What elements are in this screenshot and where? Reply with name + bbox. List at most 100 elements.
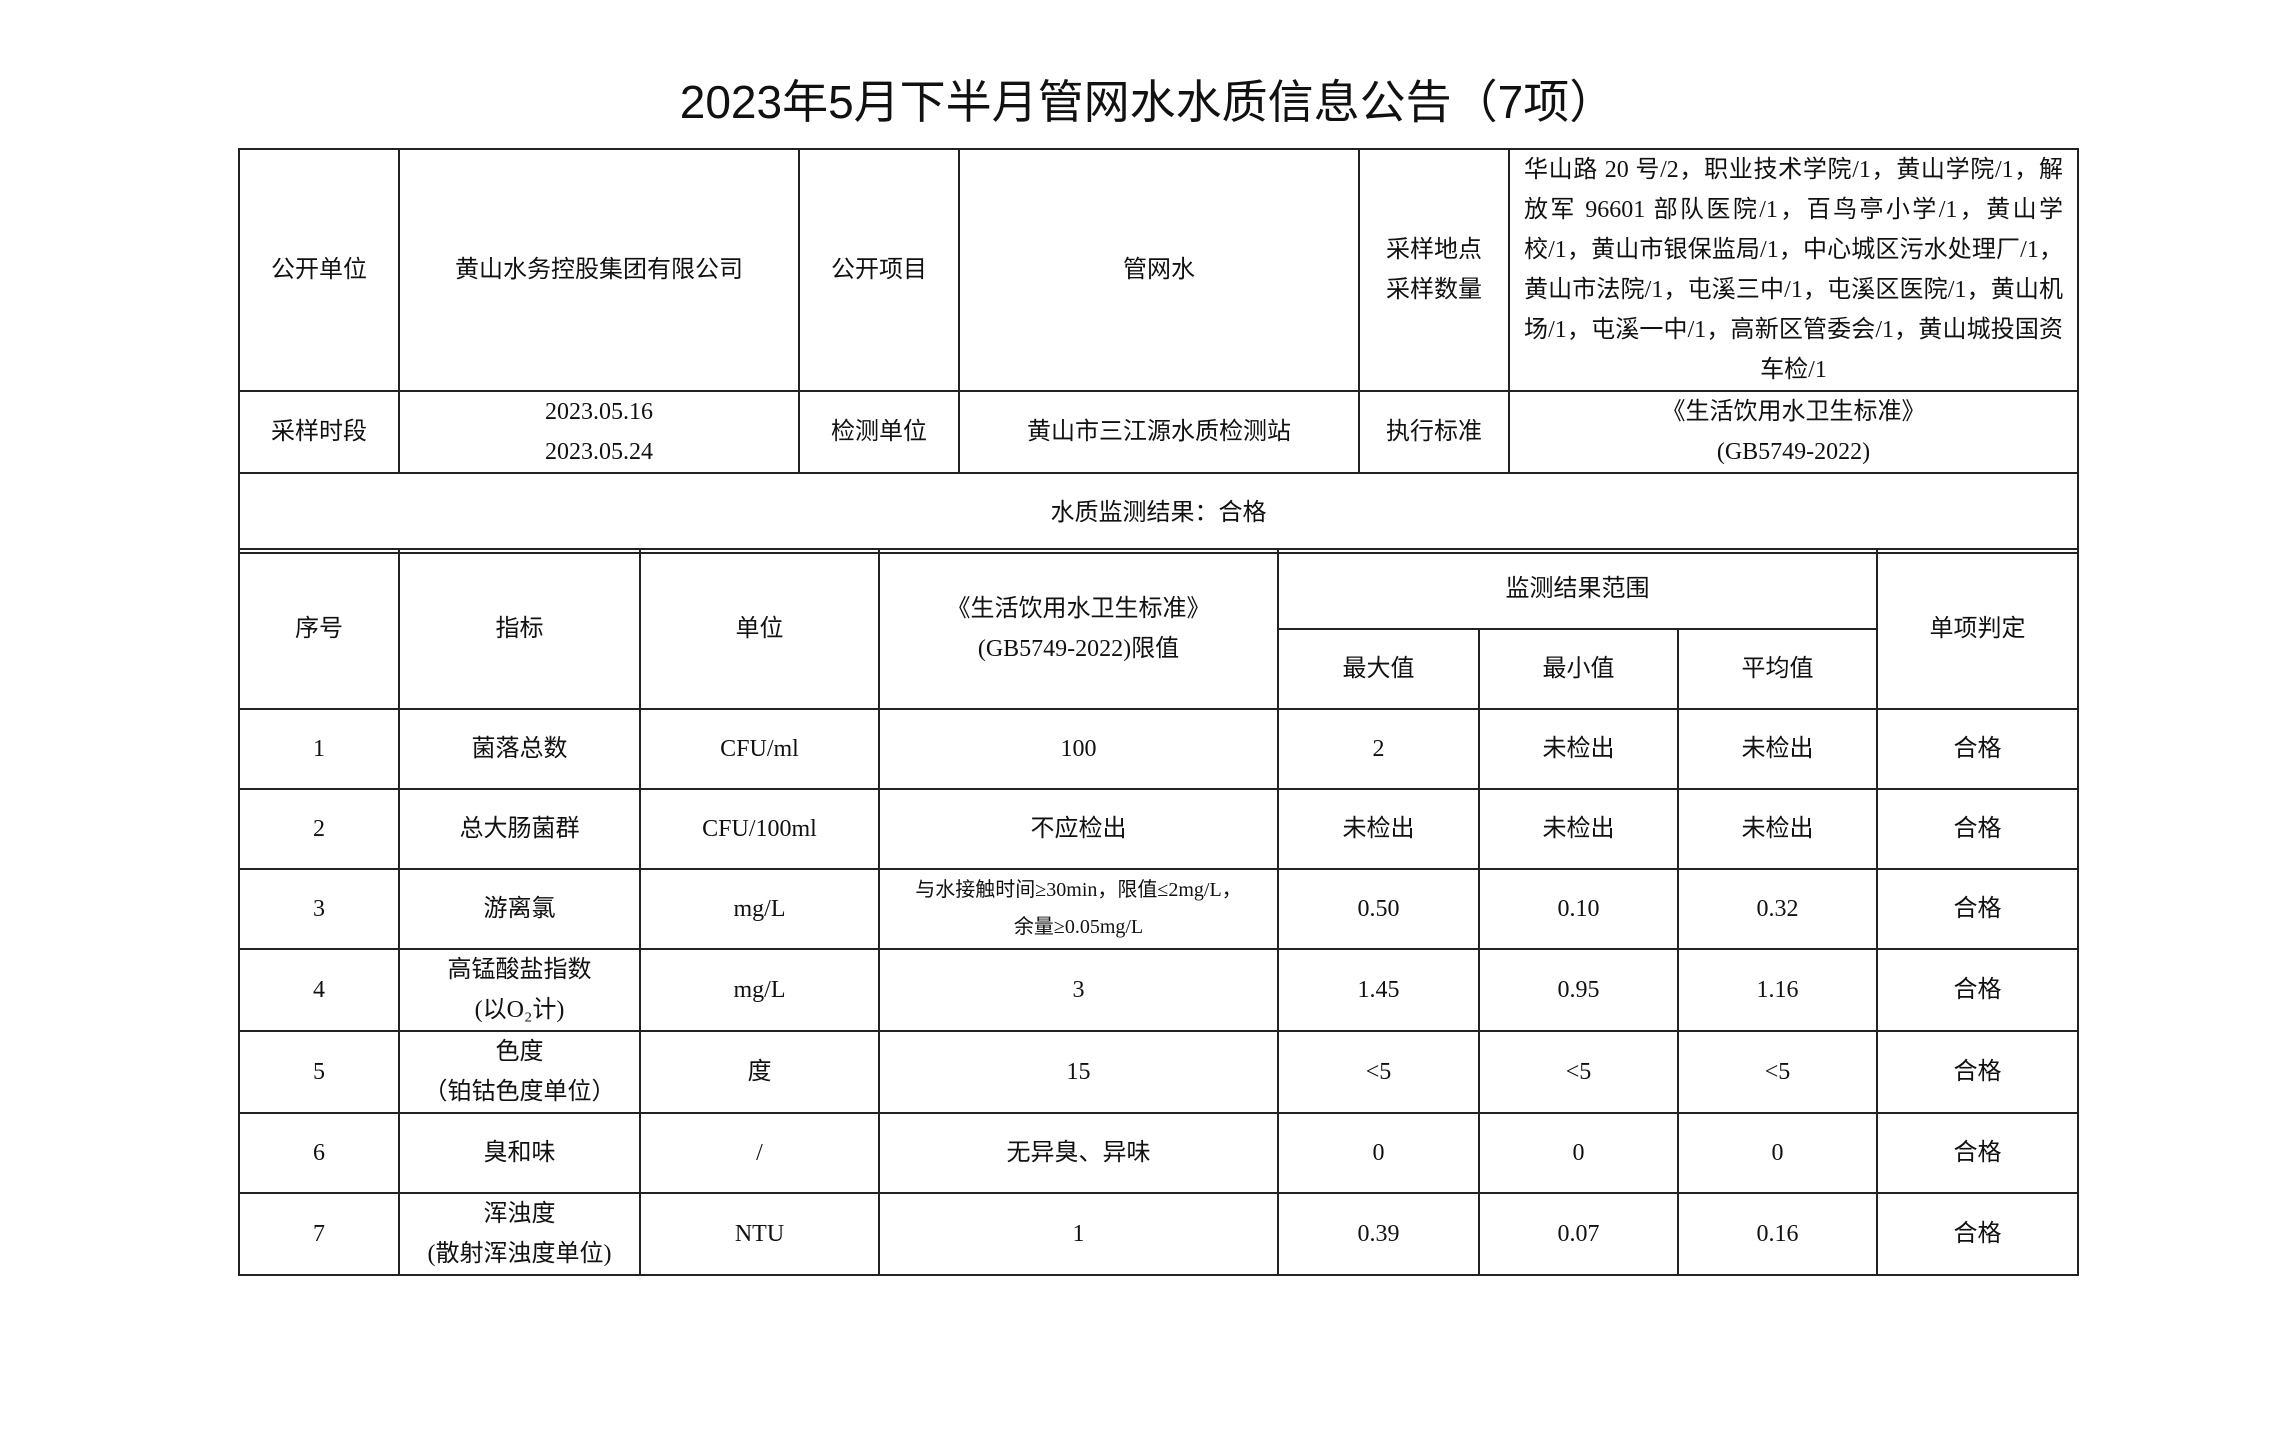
cell-indicator-text: 浑浊度 [483,1201,556,1227]
cell-no-text: 5 [313,1059,325,1085]
header-range: 监测结果范围 [1276,548,1879,630]
cell-indicator: 浑浊度 (散射浑浊度单位) [398,1192,641,1276]
cell-no-text: 1 [313,736,325,762]
cell-unit-text: mg/L [733,977,786,1003]
header-indicator: 指标 [398,548,641,710]
table-row: 2 总大肠菌群 CFU/100ml 不应检出 未检出 未检出 未检出 合格 [238,788,2080,870]
info-row-1: 公开单位 黄山水务控股集团有限公司 公开项目 管网水 采样地点 采样数量 华山路 … [238,148,2079,392]
cell-verdict-text: 合格 [1953,1059,2002,1085]
cell-indicator-text: (以O₂计) [474,997,565,1023]
cell-indicator: 游离氯 [398,868,641,950]
cell-verdict: 合格 [1876,1192,2080,1276]
cell-verdict-text: 合格 [1953,896,2002,922]
cell-verdict: 合格 [1876,948,2080,1032]
cell-avg-text: 0.16 [1756,1221,1799,1247]
period-start: 2023.05.16 [545,399,653,425]
cell-indicator-text: (散射浑浊度单位) [427,1241,612,1267]
cell-no: 3 [238,868,400,950]
cell-unit: NTU [639,1192,880,1276]
cell-verdict: 合格 [1876,1112,2080,1194]
cell-min: <5 [1478,1030,1679,1114]
cell-limit: 无异臭、异味 [878,1112,1279,1194]
sites-label: 采样地点 采样数量 [1358,148,1510,392]
cell-avg-text: 0 [1771,1140,1784,1166]
cell-no-text: 4 [313,977,325,1003]
cell-max: 0.39 [1277,1192,1480,1276]
cell-avg: <5 [1676,1030,1879,1114]
cell-min: 未检出 [1478,708,1679,790]
cell-indicator-text: 总大肠菌群 [459,816,580,842]
cell-limit-text: 1 [1072,1221,1085,1247]
cell-max-text: <5 [1365,1059,1392,1085]
cell-indicator-text: 游离氯 [483,896,556,922]
header-row-1: 序号 指标 单位 《生活饮用水卫生标准》 (GB5749-2022)限值 监测结果… [238,548,2080,710]
standard-code: (GB5749-2022) [1716,439,1871,465]
cell-min-text: 未检出 [1542,816,1615,842]
cell-no: 4 [238,948,400,1032]
cell-min: 0.95 [1478,948,1679,1032]
cell-max: 1.45 [1277,948,1480,1032]
period-end: 2023.05.24 [545,439,653,465]
cell-avg: 未检出 [1676,788,1879,870]
cell-indicator-text: 菌落总数 [471,736,568,762]
item-value: 管网水 [958,148,1360,392]
publisher-value: 黄山水务控股集团有限公司 [398,148,800,392]
result-summary: 水质监测结果：合格 [238,472,2079,554]
cell-avg-text: 未检出 [1741,816,1814,842]
cell-limit-text: 无异臭、异味 [1006,1140,1151,1166]
header-min: 最小值 [1478,628,1679,710]
cell-unit: mg/L [639,868,880,950]
cell-unit-text: NTU [734,1221,785,1247]
cell-max-text: 0 [1372,1140,1385,1166]
cell-max-text: 1.45 [1357,977,1400,1003]
cell-indicator: 色度 （铂钴色度单位） [398,1030,641,1114]
cell-limit: 与水接触时间≥30min，限值≤2mg/L， 余量≥0.05mg/L [878,868,1279,950]
lab-value: 黄山市三江源水质检测站 [958,390,1360,474]
header-limit-1: 《生活饮用水卫生标准》 [946,596,1211,622]
cell-avg: 0 [1676,1112,1879,1194]
header-limit-2: (GB5749-2022)限值 [977,636,1180,662]
cell-limit: 3 [878,948,1279,1032]
cell-verdict-text: 合格 [1953,736,2002,762]
table-row: 4 高锰酸盐指数 (以O₂计) mg/L 3 1.45 0.95 1.16 合格 [238,948,2080,1032]
cell-limit: 15 [878,1030,1279,1114]
header-no: 序号 [238,548,400,710]
sites-label-2: 采样数量 [1386,277,1482,303]
cell-min: 0.10 [1478,868,1679,950]
results-table: 序号 指标 单位 《生活饮用水卫生标准》 (GB5749-2022)限值 监测结果… [238,548,2080,1276]
cell-min-text: 0 [1572,1140,1585,1166]
standard-value: 《生活饮用水卫生标准》 (GB5749-2022) [1508,390,2079,474]
cell-indicator-text: 臭和味 [483,1140,556,1166]
cell-max: 未检出 [1277,788,1480,870]
cell-limit-text: 3 [1072,977,1085,1003]
info-row-2: 采样时段 2023.05.16 2023.05.24 检测单位 黄山市三江源水质检… [238,390,2079,474]
header-max: 最大值 [1277,628,1480,710]
cell-min-text: 0.07 [1557,1221,1600,1247]
sites-label-1: 采样地点 [1386,237,1482,263]
cell-limit: 不应检出 [878,788,1279,870]
cell-unit: / [639,1112,880,1194]
cell-indicator-text: 高锰酸盐指数 [447,957,592,983]
cell-limit-text: 不应检出 [1030,816,1127,842]
table-row: 7 浑浊度 (散射浑浊度单位) NTU 1 0.39 0.07 0.16 合格 [238,1192,2080,1276]
standard-label: 执行标准 [1358,390,1510,474]
cell-unit: CFU/100ml [639,788,880,870]
cell-limit: 100 [878,708,1279,790]
table-row: 5 色度 （铂钴色度单位） 度 15 <5 <5 <5 合格 [238,1030,2080,1114]
cell-avg-text: 0.32 [1756,896,1799,922]
header-row-2: 最大值 最小值 平均值 [239,628,2078,710]
page-title: 2023年5月下半月管网水水质信息公告（7项） [679,76,1616,128]
cell-unit-text: mg/L [733,896,786,922]
cell-min-text: 0.95 [1557,977,1600,1003]
cell-indicator: 高锰酸盐指数 (以O₂计) [398,948,641,1032]
cell-limit-text: 100 [1060,736,1097,762]
cell-unit-text: CFU/100ml [702,816,817,842]
cell-max: 2 [1277,708,1480,790]
cell-unit-text: CFU/ml [720,736,799,762]
cell-unit: mg/L [639,948,880,1032]
cell-max-text: 0.50 [1357,896,1400,922]
cell-limit-text: 与水接触时间≥30min，限值≤2mg/L， [915,879,1242,901]
lab-label: 检测单位 [798,390,960,474]
cell-limit-text: 余量≥0.05mg/L [1013,916,1144,938]
cell-no-text: 6 [313,1140,325,1166]
